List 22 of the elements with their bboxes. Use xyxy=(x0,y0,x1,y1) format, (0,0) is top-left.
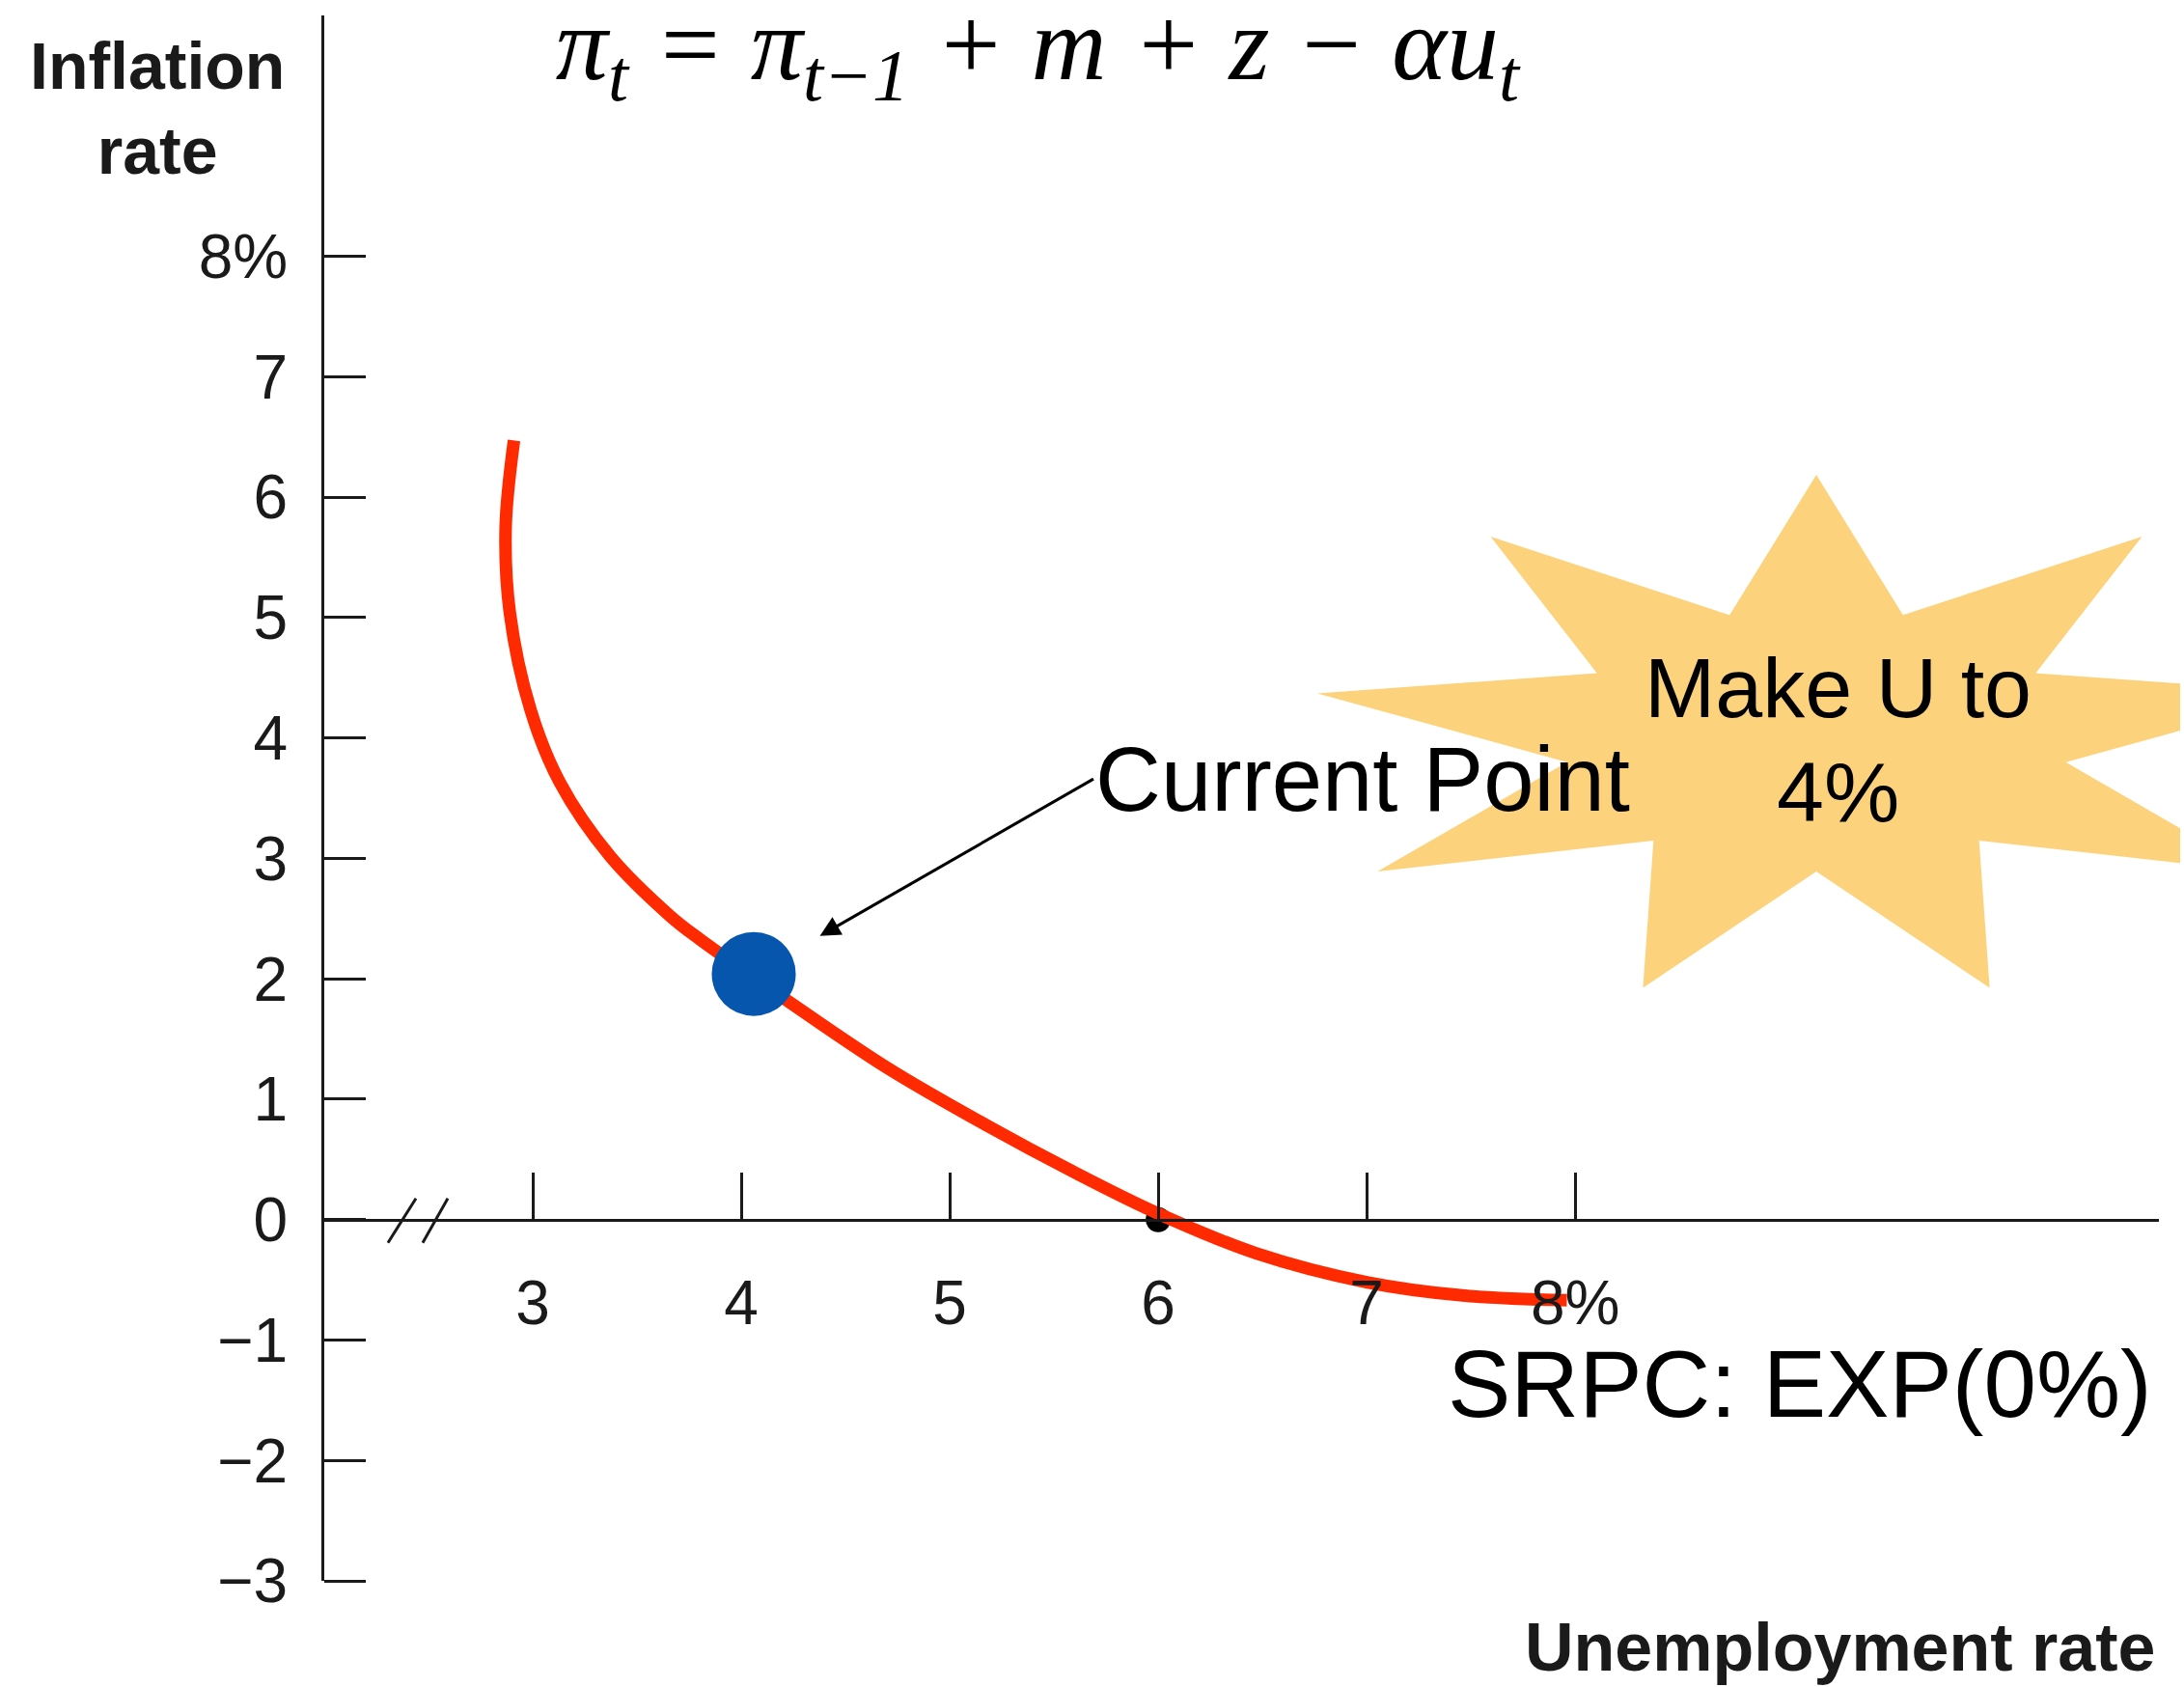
y-tick-label: 5 xyxy=(253,583,289,653)
y-tick-label: −1 xyxy=(217,1305,289,1375)
annotation: Make U to 4% xyxy=(1645,640,2032,840)
x-axis-title: Unemployment rate xyxy=(1525,1610,2156,1685)
y-tick-label: 1 xyxy=(253,1065,289,1135)
x-tick-label: 4 xyxy=(724,1268,759,1339)
y-tick-label: 6 xyxy=(253,462,289,533)
x-tick-label: 6 xyxy=(1141,1268,1175,1339)
x-tick-label: 7 xyxy=(1349,1268,1384,1339)
y-tick-label: 0 xyxy=(253,1185,289,1256)
x-tick-label: 3 xyxy=(515,1268,550,1339)
chart-title: π$_{t}$ = π$_{t−1}$ + m + z − αu$_{t}$ xyxy=(555,0,1522,117)
y-tick-label: 4 xyxy=(253,704,289,774)
y-tick-label: −3 xyxy=(217,1546,289,1617)
y-tick-label: 8% xyxy=(198,221,289,291)
x-tick-label: 5 xyxy=(932,1268,967,1339)
y-axis-title: Inflation rate xyxy=(30,29,286,188)
y-tick-label: 3 xyxy=(253,823,289,894)
y-tick-label: 7 xyxy=(253,342,289,412)
y-tick-label: −2 xyxy=(217,1425,289,1496)
y-tick-label: 2 xyxy=(253,944,289,1014)
annotation: Current Point xyxy=(1095,729,1630,830)
